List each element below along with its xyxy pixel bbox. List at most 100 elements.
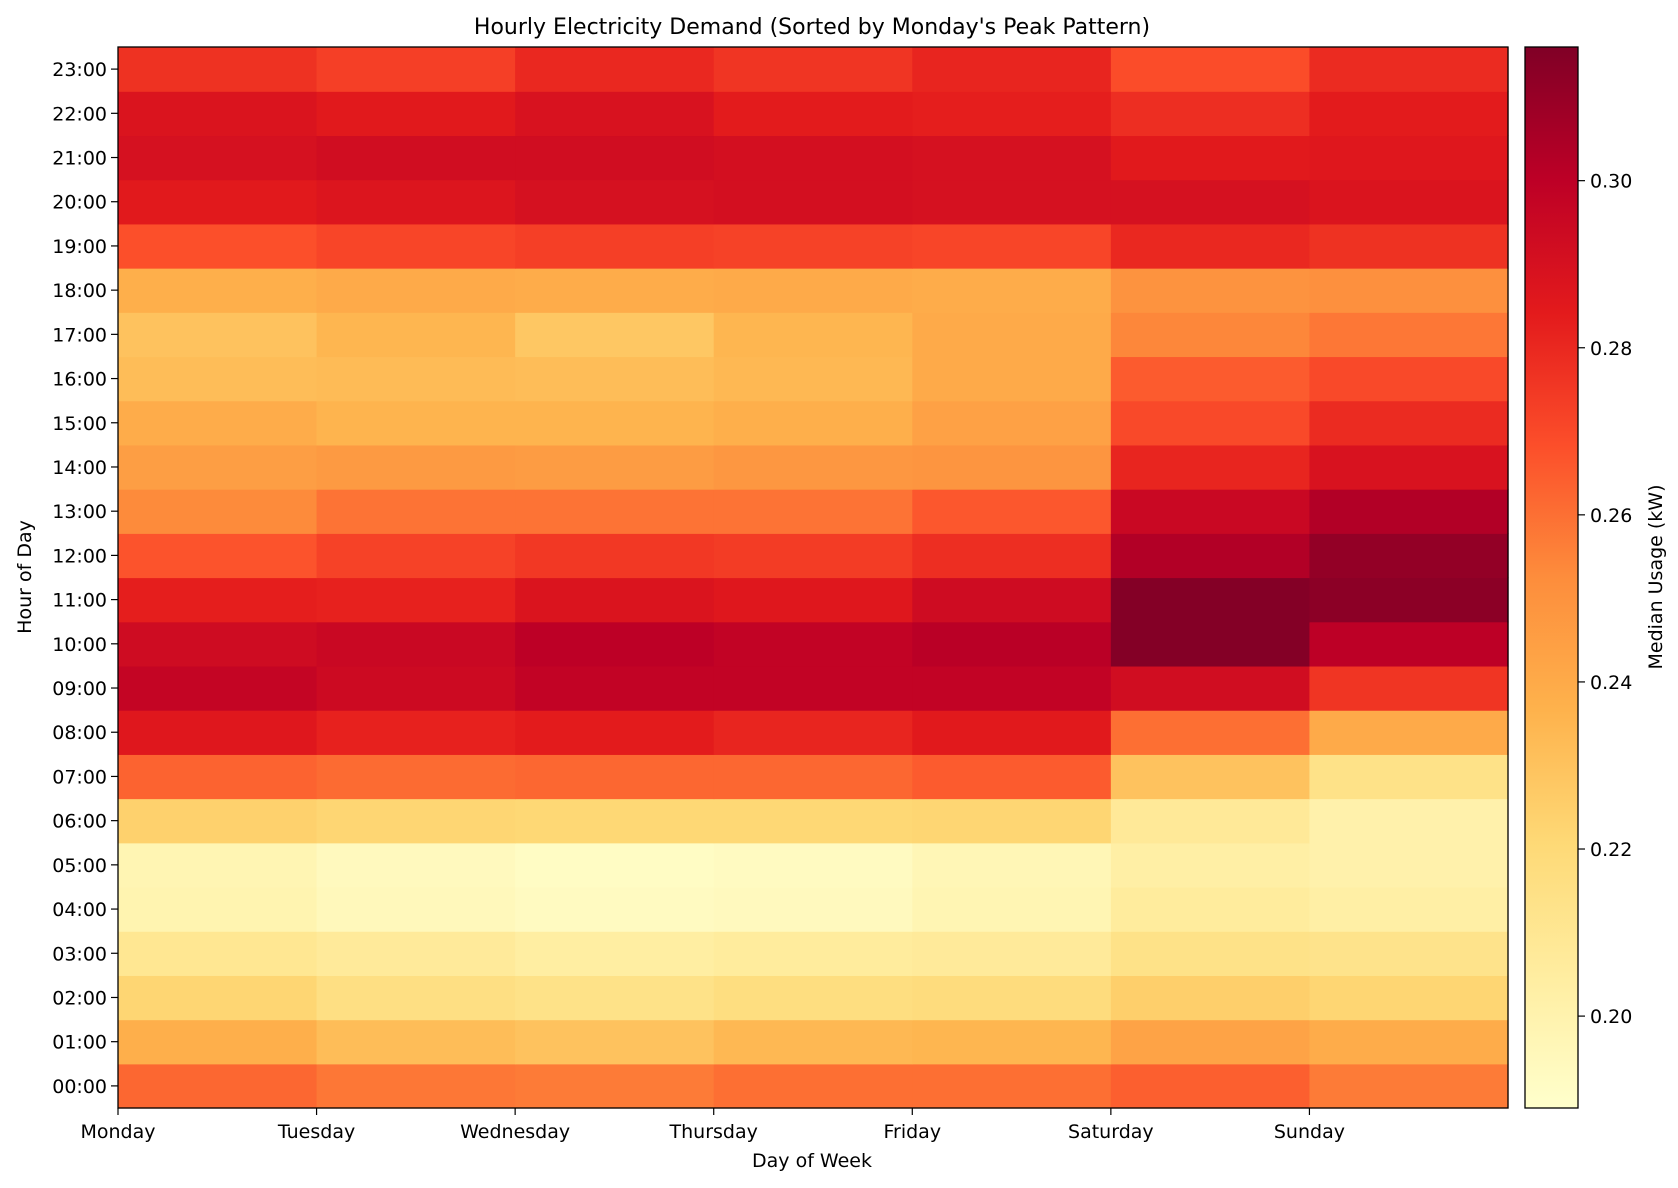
heatmap-cell-saturday-0100 xyxy=(1110,1019,1311,1065)
heatmap-cell-monday-2300 xyxy=(118,47,318,92)
y-tick-label: 03:00 xyxy=(52,943,107,965)
heatmap-cell-sunday-0200 xyxy=(1309,975,1509,1021)
heatmap-cell-wednesday-1100 xyxy=(515,577,715,623)
heatmap-cell-wednesday-1800 xyxy=(515,268,715,313)
y-tick-label: 07:00 xyxy=(52,766,107,788)
heatmap-cell-monday-0700 xyxy=(118,754,318,800)
heatmap-cell-saturday-1700 xyxy=(1110,312,1311,358)
heatmap-cell-wednesday-1200 xyxy=(515,533,715,579)
heatmap-cell-tuesday-1200 xyxy=(316,533,516,579)
heatmap-cell-wednesday-1000 xyxy=(515,621,715,667)
heatmap-cell-thursday-0200 xyxy=(713,975,913,1021)
y-tick-label: 16:00 xyxy=(52,369,107,391)
heatmap-cell-thursday-0500 xyxy=(713,842,913,888)
y-axis-ticks: 00:00 01:00 02:00 03:00 04:00 05:00 06:00 07:00… xyxy=(52,59,118,1098)
heatmap-cell-friday-0800 xyxy=(912,710,1112,755)
heatmap-cell-sunday-1600 xyxy=(1309,356,1509,402)
heatmap-cell-sunday-0100 xyxy=(1309,1019,1509,1065)
heatmap-cell-thursday-0400 xyxy=(713,886,913,932)
x-axis-ticks: Monday Tuesday Wednesday Thursday Friday Satu… xyxy=(80,1108,1345,1143)
heatmap-cell-monday-2000 xyxy=(118,179,318,225)
heatmap-cell-tuesday-0200 xyxy=(316,975,516,1021)
heatmap-cell-sunday-0600 xyxy=(1309,798,1509,844)
colorbar xyxy=(1524,46,1579,1109)
heatmap-cell-monday-1800 xyxy=(118,268,318,313)
heatmap-cell-tuesday-0100 xyxy=(316,1019,516,1065)
heatmap-cell-sunday-1500 xyxy=(1309,400,1509,446)
y-tick-label: 23:00 xyxy=(52,59,107,81)
heatmap-cells xyxy=(118,47,1509,1109)
y-tick-label: 08:00 xyxy=(52,722,107,744)
y-tick-label: 15:00 xyxy=(52,413,107,435)
heatmap-cell-tuesday-1000 xyxy=(316,621,516,667)
heatmap-cell-thursday-2100 xyxy=(713,135,913,181)
heatmap-cell-sunday-0000 xyxy=(1309,1063,1509,1109)
heatmap-cell-sunday-0700 xyxy=(1309,754,1509,800)
heatmap-cell-tuesday-0400 xyxy=(316,886,516,932)
colorbar-tick-label: 0.28 xyxy=(1590,338,1632,360)
heatmap-cell-monday-0800 xyxy=(118,710,318,755)
y-tick-label: 00:00 xyxy=(52,1076,107,1098)
heatmap-cell-sunday-1200 xyxy=(1309,533,1509,579)
heatmap-cell-tuesday-1600 xyxy=(316,356,516,402)
y-tick-label: 17:00 xyxy=(52,324,107,346)
heatmap-cell-friday-0700 xyxy=(912,754,1112,800)
heatmap-cell-sunday-0300 xyxy=(1309,931,1509,976)
heatmap-cell-monday-0200 xyxy=(118,975,318,1021)
colorbar-tick-label: 0.26 xyxy=(1590,505,1632,527)
heatmap-cell-sunday-2100 xyxy=(1309,135,1509,181)
heatmap-cell-sunday-1100 xyxy=(1309,577,1509,623)
colorbar-ticks: 0.20 0.22 0.24 0.26 0.28 0.30 xyxy=(1578,171,1632,1028)
heatmap-cell-thursday-1300 xyxy=(713,489,913,534)
heatmap-cell-friday-0500 xyxy=(912,842,1112,888)
heatmap-cell-friday-1700 xyxy=(912,312,1112,358)
y-tick-label: 21:00 xyxy=(52,148,107,170)
heatmap-cell-friday-0900 xyxy=(912,665,1112,711)
heatmap-cell-monday-1400 xyxy=(118,444,318,490)
heatmap-cell-monday-1700 xyxy=(118,312,318,358)
heatmap-cell-friday-0100 xyxy=(912,1019,1112,1065)
heatmap-cell-wednesday-0400 xyxy=(515,886,715,932)
colorbar-tick-label: 0.30 xyxy=(1590,171,1632,193)
heatmap-cell-tuesday-1500 xyxy=(316,400,516,446)
heatmap-cell-saturday-2300 xyxy=(1110,47,1311,92)
heatmap-cell-sunday-2000 xyxy=(1309,179,1509,225)
y-tick-label: 04:00 xyxy=(52,899,107,921)
heatmap-cell-saturday-1200 xyxy=(1110,533,1311,579)
heatmap-cell-wednesday-1300 xyxy=(515,489,715,534)
heatmap-cell-wednesday-1400 xyxy=(515,444,715,490)
heatmap-cell-sunday-2200 xyxy=(1309,91,1509,137)
x-tick-label: Saturday xyxy=(1068,1121,1154,1143)
heatmap-cell-thursday-0900 xyxy=(713,665,913,711)
heatmap-cell-sunday-0800 xyxy=(1309,710,1509,755)
heatmap-cell-monday-1200 xyxy=(118,533,318,579)
heatmap-cell-thursday-2300 xyxy=(713,47,913,92)
heatmap-cell-thursday-0700 xyxy=(713,754,913,800)
heatmap-cell-wednesday-0900 xyxy=(515,665,715,711)
heatmap-cell-wednesday-0600 xyxy=(515,798,715,844)
heatmap-cell-monday-1000 xyxy=(118,621,318,667)
heatmap-cell-wednesday-0200 xyxy=(515,975,715,1021)
heatmap-cell-friday-0000 xyxy=(912,1063,1112,1109)
y-tick-label: 05:00 xyxy=(52,855,107,877)
plot-frame xyxy=(117,46,1509,1109)
heatmap-cell-thursday-1800 xyxy=(713,268,913,313)
heatmap-cell-thursday-2200 xyxy=(713,91,913,137)
heatmap-cell-monday-1600 xyxy=(118,356,318,402)
heatmap-cell-friday-1600 xyxy=(912,356,1112,402)
heatmap-cell-tuesday-1900 xyxy=(316,223,516,269)
heatmap-cell-monday-1900 xyxy=(118,223,318,269)
colorbar-label: Median Usage (kW) xyxy=(1645,485,1667,670)
x-tick-label: Wednesday xyxy=(460,1121,570,1143)
heatmap-cell-monday-0300 xyxy=(118,931,318,976)
heatmap-cell-tuesday-2300 xyxy=(316,47,516,92)
heatmap-cell-friday-1300 xyxy=(912,489,1112,534)
heatmap-cell-friday-1100 xyxy=(912,577,1112,623)
heatmap-cell-sunday-1000 xyxy=(1309,621,1509,667)
heatmap-cell-saturday-1500 xyxy=(1110,400,1311,446)
heatmap-cell-friday-2100 xyxy=(912,135,1112,181)
heatmap-cell-sunday-1800 xyxy=(1309,268,1509,313)
heatmap-cell-sunday-1300 xyxy=(1309,489,1509,534)
